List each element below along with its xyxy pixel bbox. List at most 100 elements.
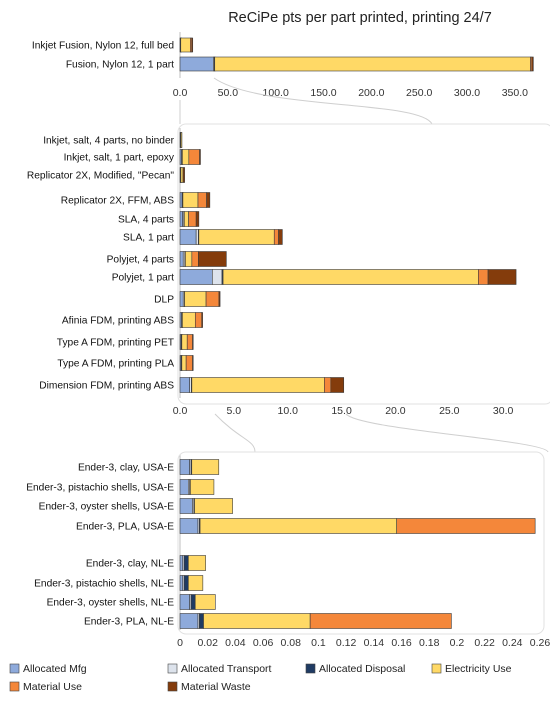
- x-tick-label: 50.0: [218, 87, 239, 99]
- bar-segment-electricity-use: [191, 459, 220, 475]
- bar-segment-electricity-use: [182, 312, 196, 328]
- bar-segment-allocated-disposal: [183, 555, 189, 571]
- bar-segment-allocated-disposal: [199, 613, 204, 629]
- bar-segment-allocated-mfg: [179, 613, 199, 629]
- bar-segment-electricity-use: [184, 211, 189, 227]
- legend-label: Electricity Use: [445, 663, 512, 675]
- legend-swatch: [167, 681, 178, 692]
- bar-segment-material-waste: [206, 192, 211, 208]
- chart-panel-2: 0.0 5.0 10.0 15.0 20.0 25.0 30.0 Inkjet, salt, …: [27, 128, 517, 417]
- bar-segment-allocated-mfg: [179, 229, 197, 245]
- bar-segment-material-waste: [195, 211, 200, 227]
- category-label: Inkjet, salt, 4 parts, no binder: [43, 136, 174, 147]
- x-tick-label: 200.0: [358, 87, 384, 99]
- category-label: Replicator 2X, FFM, ABS: [61, 196, 174, 207]
- bar-segment-allocated-mfg: [179, 594, 190, 610]
- x-tick-label: 0.2: [450, 637, 465, 649]
- bar-segment-material-waste: [198, 251, 227, 267]
- bar-segment-material-waste: [218, 291, 221, 307]
- category-label: Ender-3, pistachio shells, NL-E: [34, 579, 174, 590]
- bar-segment-material-waste: [278, 229, 283, 245]
- bar-segment-allocated-mfg: [179, 211, 183, 227]
- x-tick-label: 250.0: [406, 87, 432, 99]
- bar-segment-material-use: [188, 149, 200, 165]
- x-tick-label: 0.18: [419, 637, 440, 649]
- x-tick-label: 0.02: [197, 637, 218, 649]
- x-tick-label: 0: [177, 637, 183, 649]
- chart-panel-3: 0 0.02 0.04 0.06 0.08 0.1 0.12 0.14 0.16 0.18 0.2 0…: [26, 455, 550, 649]
- bar-segment-electricity-use: [182, 149, 190, 165]
- bar-segment-electricity-use: [188, 575, 204, 591]
- bar-segment-material-use: [186, 334, 193, 350]
- bar-segment-electricity-use: [180, 37, 191, 53]
- bar-segment-allocated-mfg: [179, 192, 183, 208]
- bar-segment-electricity-use: [191, 377, 325, 393]
- bar-segment-material-use: [273, 229, 279, 245]
- category-label: Type A FDM, printing PLA: [57, 359, 174, 370]
- x-tick-label: 30.0: [493, 405, 514, 417]
- bar-segment-electricity-use: [214, 56, 531, 72]
- category-label: Inkjet, salt, 1 part, epoxy: [64, 153, 175, 164]
- legend-swatch: [305, 663, 316, 674]
- legend-swatch: [9, 681, 20, 692]
- bar-segment-allocated-mfg: [179, 479, 189, 495]
- chart-panel-1: 0.0 50.0 100.0 150.0 200.0 250.0 300.0 350.0Ink…: [32, 32, 534, 99]
- legend-item-allocated-transport: Allocated Transport: [167, 663, 272, 675]
- bar-segment-material-use: [478, 269, 489, 285]
- legend-item-allocated-mfg: Allocated Mfg: [9, 663, 87, 675]
- category-label: Ender-3, oyster shells, NL-E: [47, 598, 175, 609]
- category-label: Fusion, Nylon 12, 1 part: [66, 60, 174, 71]
- zoom-frame: [177, 123, 550, 405]
- category-label: Ender-3, PLA, USA-E: [76, 522, 174, 533]
- category-label: Ender-3, PLA, NL-E: [84, 617, 174, 628]
- legend-item-material-use: Material Use: [9, 681, 82, 693]
- legend-label: Material Waste: [181, 681, 251, 693]
- x-tick-label: 0.24: [502, 637, 523, 649]
- bar-segment-material-waste: [201, 312, 203, 328]
- legend-item-material-waste: Material Waste: [167, 681, 251, 693]
- bar-segment-material-use: [396, 518, 536, 534]
- legend-item-electricity-use: Electricity Use: [431, 663, 512, 675]
- x-tick-label: 25.0: [439, 405, 460, 417]
- bar-segment-allocated-transport: [195, 229, 199, 245]
- bar-segment-electricity-use: [182, 192, 199, 208]
- bar-segment-material-waste: [531, 56, 534, 72]
- bar-segment-material-waste: [191, 37, 194, 53]
- bar-segment-electricity-use: [198, 229, 275, 245]
- bar-segment-electricity-use: [185, 251, 193, 267]
- bar-segment-electricity-use: [180, 167, 184, 183]
- bar-segment-electricity-use: [199, 518, 397, 534]
- bar-segment-electricity-use: [181, 355, 187, 371]
- bar-segment-allocated-disposal: [183, 575, 189, 591]
- bar-segment-material-waste: [199, 149, 201, 165]
- bar-segment-electricity-use: [184, 291, 207, 307]
- category-label: Ender-3, clay, NL-E: [86, 559, 174, 570]
- category-label: Inkjet Fusion, Nylon 12, full bed: [32, 41, 174, 52]
- bar-segment-allocated-mfg: [179, 291, 184, 307]
- category-label: SLA, 1 part: [123, 233, 174, 244]
- legend-label: Allocated Transport: [181, 663, 272, 675]
- legend-label: Allocated Disposal: [319, 663, 405, 675]
- category-label: Afinia FDM, printing ABS: [62, 316, 174, 327]
- legend-swatch: [431, 663, 442, 674]
- bar-segment-electricity-use: [194, 498, 233, 514]
- legend: Allocated Mfg Allocated Transport Allocate…: [9, 663, 512, 693]
- legend-label: Allocated Mfg: [23, 663, 87, 675]
- bar-segment-allocated-transport: [212, 269, 223, 285]
- bar-segment-material-waste: [182, 167, 185, 183]
- legend-label: Material Use: [23, 681, 82, 693]
- x-tick-label: 10.0: [277, 405, 298, 417]
- x-tick-label: 0.14: [364, 637, 385, 649]
- zoom-connector-line: [213, 77, 433, 125]
- category-label: Ender-3, clay, USA-E: [78, 463, 174, 474]
- bar-segment-allocated-mfg: [179, 518, 199, 534]
- bar-segment-electricity-use: [194, 594, 216, 610]
- bar-segment-material-use: [309, 613, 452, 629]
- legend-item-allocated-disposal: Allocated Disposal: [305, 663, 405, 675]
- zoom-connector-line: [214, 413, 256, 453]
- category-label: Polyjet, 4 parts: [107, 255, 174, 266]
- x-tick-label: 0.0: [173, 405, 188, 417]
- bar-segment-electricity-use: [203, 613, 311, 629]
- zoom-connector-line: [345, 413, 549, 453]
